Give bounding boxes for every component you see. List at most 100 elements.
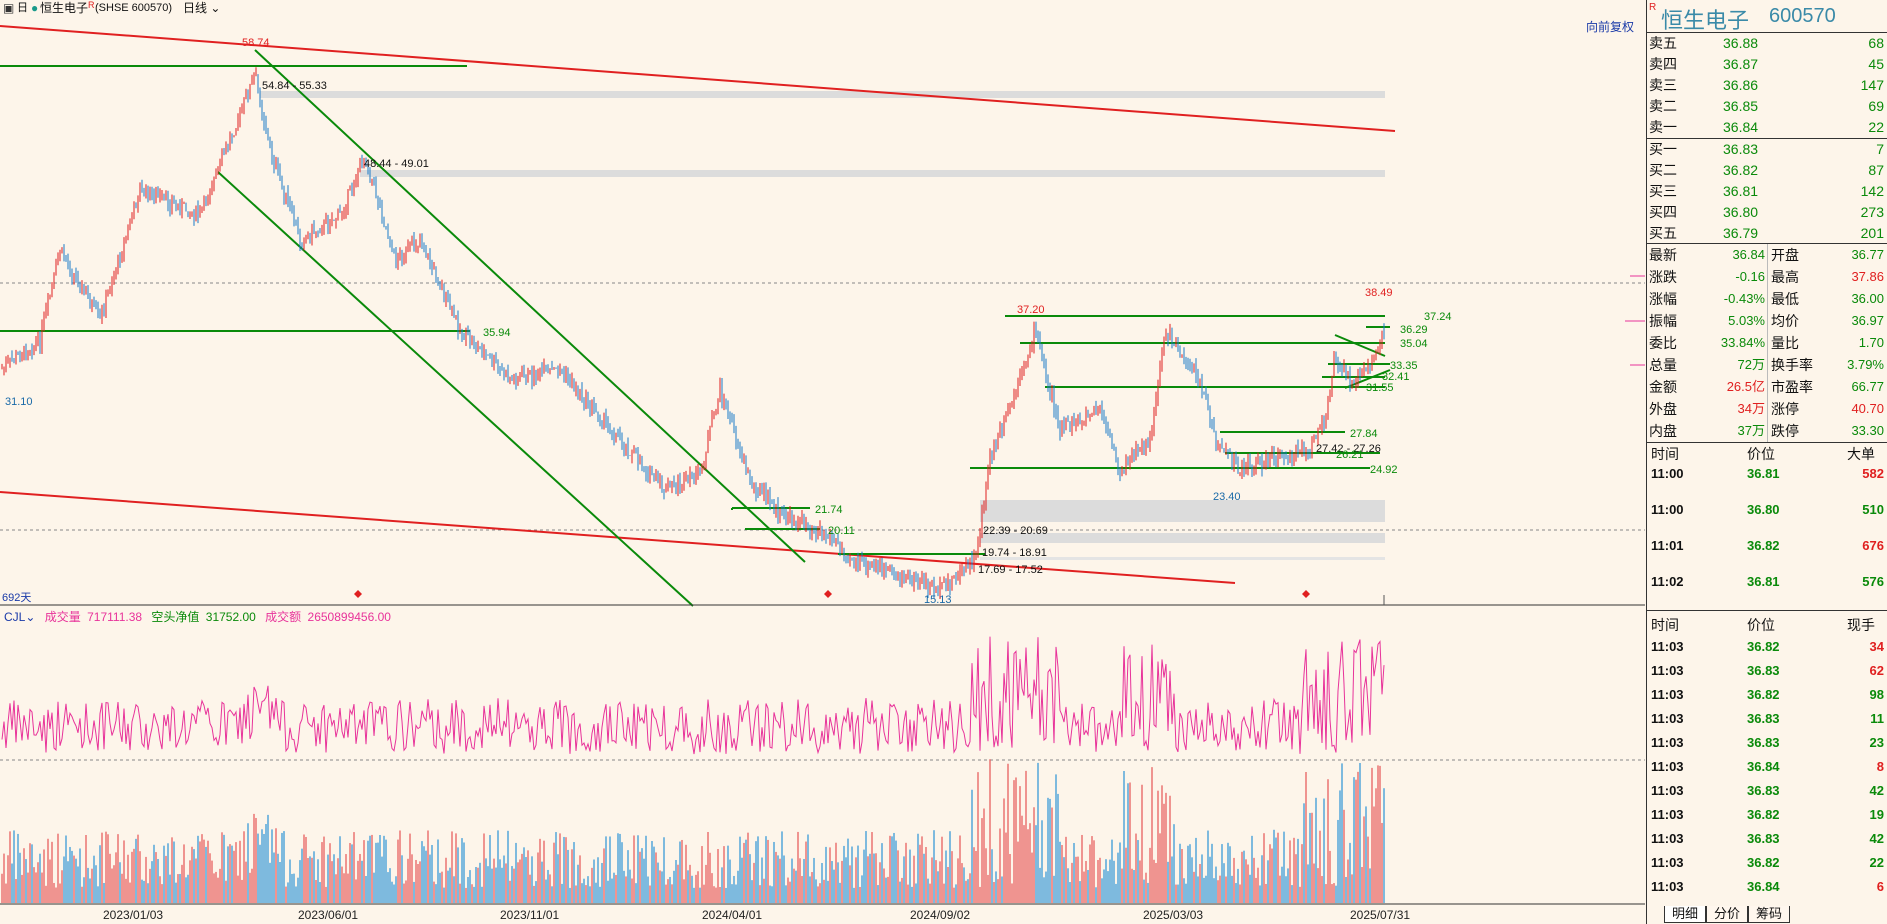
price-label: 35.94 bbox=[483, 327, 511, 339]
bid-label: 买四 bbox=[1649, 204, 1677, 220]
tick-row[interactable]: 11:03 36.83 23 bbox=[1647, 731, 1887, 755]
stat-value: 3.79% bbox=[1847, 357, 1884, 372]
tick-vol: 8 bbox=[1876, 759, 1884, 774]
stat-label: 换手率 bbox=[1771, 357, 1813, 373]
price-label: 32.41 bbox=[1382, 371, 1410, 383]
bid-price: 36.80 bbox=[1723, 204, 1759, 220]
tick-price: 36.83 bbox=[1747, 663, 1780, 678]
stat-value: 33.84% bbox=[1720, 335, 1765, 350]
marker-icon bbox=[354, 590, 362, 598]
bid-label: 买五 bbox=[1649, 225, 1677, 241]
marker-icon bbox=[824, 590, 832, 598]
price-label: 24.92 bbox=[1370, 464, 1398, 476]
price-label: 54.84 - 55.33 bbox=[262, 80, 327, 92]
tick-row[interactable]: 11:03 36.82 98 bbox=[1647, 683, 1887, 707]
big-order-row[interactable]: 11:02 36.81 576 bbox=[1647, 570, 1887, 594]
tab-detail[interactable]: 明细 bbox=[1664, 906, 1706, 923]
ask-price: 36.86 bbox=[1723, 77, 1759, 93]
ask-label: 卖四 bbox=[1649, 56, 1677, 72]
tick-time: 11:03 bbox=[1651, 807, 1684, 822]
tick-time: 11:03 bbox=[1651, 759, 1684, 774]
tick-vol: 98 bbox=[1869, 687, 1884, 702]
date-label: 2025/07/31 bbox=[1350, 908, 1411, 922]
bid-row[interactable]: 买五 36.79 201 bbox=[1647, 223, 1887, 244]
order-price: 36.81 bbox=[1747, 466, 1780, 481]
ask-row[interactable]: 卖一 36.84 22 bbox=[1647, 117, 1887, 138]
tick-header-price: 价位 bbox=[1747, 617, 1775, 633]
bid-vol: 273 bbox=[1860, 204, 1884, 220]
date-label: 2024/09/02 bbox=[910, 908, 971, 922]
big-header-vol: 大单 bbox=[1847, 446, 1875, 462]
stat-label: 委比 bbox=[1649, 335, 1677, 351]
bid-price: 36.82 bbox=[1723, 162, 1759, 178]
net-label: 空头净值 bbox=[151, 610, 200, 624]
date-label: 2024/04/01 bbox=[702, 908, 763, 922]
tick-row[interactable]: 11:03 36.83 42 bbox=[1647, 779, 1887, 803]
stat-label: 金额 bbox=[1649, 379, 1677, 395]
zone-band bbox=[980, 533, 1385, 543]
tick-row[interactable]: 11:03 36.82 34 bbox=[1647, 635, 1887, 659]
stat-label: 最高 bbox=[1771, 269, 1799, 285]
price-label: 19.74 - 18.91 bbox=[982, 547, 1047, 559]
stat-value: 1.70 bbox=[1858, 335, 1884, 350]
bid-row[interactable]: 买四 36.80 273 bbox=[1647, 202, 1887, 223]
stat-label: 外盘 bbox=[1649, 401, 1677, 417]
tick-row[interactable]: 11:03 36.84 8 bbox=[1647, 755, 1887, 779]
candles bbox=[1, 67, 1385, 599]
marker-icon bbox=[1302, 590, 1310, 598]
tick-vol: 11 bbox=[1870, 711, 1884, 726]
ask-row[interactable]: 卖五 36.88 68 bbox=[1647, 33, 1887, 54]
tick-vol: 22 bbox=[1869, 855, 1884, 870]
tick-time: 11:03 bbox=[1651, 639, 1684, 654]
price-label: 23.40 bbox=[1213, 491, 1241, 503]
panel-title: R 恒生电子 600570 bbox=[1647, 0, 1887, 33]
chart-title-bar: ▣ 日 ● 恒生电子 R (SHSE 600570) 日线 ⌄ bbox=[0, 0, 1645, 17]
tick-row[interactable]: 11:03 36.83 62 bbox=[1647, 659, 1887, 683]
amt-value: 2650899456.00 bbox=[307, 610, 391, 624]
tool-icon[interactable]: ▣ bbox=[3, 1, 15, 15]
tick-row[interactable]: 11:03 36.83 11 bbox=[1647, 707, 1887, 731]
bid-row[interactable]: 买三 36.81 142 bbox=[1647, 181, 1887, 202]
tab-price-level[interactable]: 分价 bbox=[1706, 906, 1748, 923]
date-label: 2023/06/01 bbox=[298, 908, 359, 922]
kline-chart[interactable]: 58.74 54.84 - 55.33 48.44 - 49.01 35.94 … bbox=[0, 0, 1645, 924]
price-label: 26.21 bbox=[1336, 449, 1364, 461]
bid-row[interactable]: 买二 36.82 87 bbox=[1647, 160, 1887, 181]
tick-row[interactable]: 11:03 36.83 42 bbox=[1647, 827, 1887, 851]
big-order-row[interactable]: 11:00 36.80 510 bbox=[1647, 498, 1887, 522]
tab-chips[interactable]: 筹码 bbox=[1748, 906, 1790, 923]
price-label: 27.42 - 27.26 bbox=[1316, 443, 1381, 455]
stat-value: -0.16 bbox=[1735, 269, 1765, 284]
tick-row[interactable]: 11:03 36.84 6 bbox=[1647, 875, 1887, 899]
ask-row[interactable]: 卖四 36.87 45 bbox=[1647, 54, 1887, 75]
tick-time: 11:03 bbox=[1651, 735, 1684, 750]
price-label: 27.84 bbox=[1350, 428, 1378, 440]
ask-row[interactable]: 卖二 36.85 69 bbox=[1647, 96, 1887, 117]
big-order-row[interactable]: 11:00 36.81 582 bbox=[1647, 462, 1887, 486]
price-label: 31.10 bbox=[5, 396, 33, 408]
order-time: 11:00 bbox=[1651, 502, 1684, 517]
ask-row[interactable]: 卖三 36.86 147 bbox=[1647, 75, 1887, 96]
stat-label: 涨幅 bbox=[1649, 291, 1677, 307]
ask-vol: 69 bbox=[1868, 98, 1884, 114]
tick-row[interactable]: 11:03 36.82 19 bbox=[1647, 803, 1887, 827]
tool-label[interactable]: 日 bbox=[17, 2, 28, 14]
bid-row[interactable]: 买一 36.83 7 bbox=[1647, 139, 1887, 160]
trend-line-red bbox=[0, 25, 1396, 132]
price-label: 37.20 bbox=[1017, 304, 1045, 316]
indicator-selector[interactable]: CJL⌄ bbox=[4, 610, 36, 624]
bid-vol: 142 bbox=[1860, 183, 1884, 199]
period-selector[interactable]: 日线 ⌄ bbox=[183, 0, 220, 17]
big-order-row[interactable]: 11:01 36.82 676 bbox=[1647, 534, 1887, 558]
stat-value: 36.84 bbox=[1732, 247, 1765, 262]
stat-label: 振幅 bbox=[1649, 313, 1677, 329]
tick-price: 36.83 bbox=[1747, 711, 1780, 726]
ask-price: 36.85 bbox=[1723, 98, 1759, 114]
tick-row[interactable]: 11:03 36.82 22 bbox=[1647, 851, 1887, 875]
day-count: 692天 bbox=[2, 592, 31, 604]
chevron-down-icon: ⌄ bbox=[207, 1, 221, 15]
adjust-mode-button[interactable]: 向前复权 bbox=[1586, 20, 1635, 34]
stock-name: 恒生电子 bbox=[40, 1, 89, 15]
stat-value: 5.03% bbox=[1728, 313, 1765, 328]
stat-value: 40.70 bbox=[1851, 401, 1884, 416]
